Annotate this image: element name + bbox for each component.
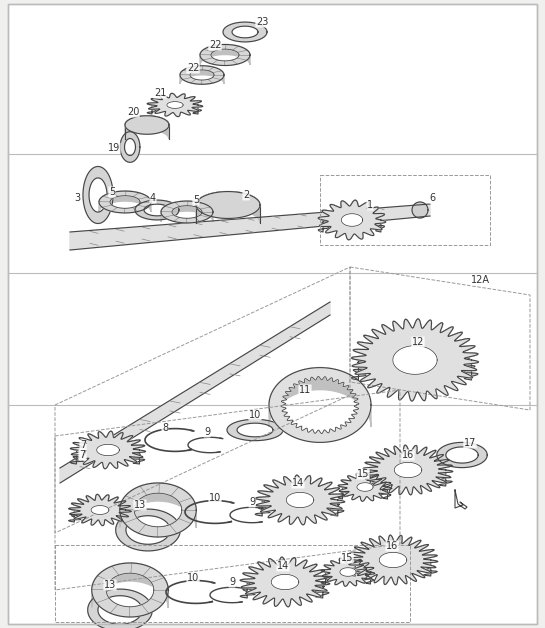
Polygon shape <box>161 201 213 223</box>
Polygon shape <box>196 192 260 219</box>
Polygon shape <box>363 445 452 486</box>
Polygon shape <box>240 557 330 607</box>
Polygon shape <box>125 116 169 139</box>
Text: 5: 5 <box>193 195 199 205</box>
Polygon shape <box>338 473 391 499</box>
Text: 16: 16 <box>386 541 398 551</box>
Polygon shape <box>318 200 385 232</box>
Polygon shape <box>240 557 329 598</box>
Polygon shape <box>352 319 479 401</box>
Polygon shape <box>269 367 371 427</box>
Polygon shape <box>379 553 407 568</box>
Text: 11: 11 <box>299 385 311 395</box>
Text: 7: 7 <box>80 450 86 460</box>
Text: 10: 10 <box>209 493 221 503</box>
Polygon shape <box>147 94 203 117</box>
Polygon shape <box>69 494 130 522</box>
Polygon shape <box>83 166 113 224</box>
Polygon shape <box>96 445 119 456</box>
Polygon shape <box>412 202 428 218</box>
Polygon shape <box>321 558 375 587</box>
Polygon shape <box>120 483 196 537</box>
Polygon shape <box>88 589 152 628</box>
Polygon shape <box>69 494 131 526</box>
Polygon shape <box>120 483 196 528</box>
Text: 17: 17 <box>464 438 476 448</box>
Polygon shape <box>255 475 344 516</box>
Polygon shape <box>92 563 168 617</box>
Polygon shape <box>286 492 314 507</box>
Text: 12A: 12A <box>470 275 489 285</box>
Text: 15: 15 <box>341 553 353 563</box>
Text: 13: 13 <box>104 580 116 590</box>
Polygon shape <box>393 345 437 374</box>
Polygon shape <box>91 506 109 514</box>
Text: 9: 9 <box>204 427 210 437</box>
Polygon shape <box>161 201 213 222</box>
Polygon shape <box>394 462 422 478</box>
Polygon shape <box>125 116 169 134</box>
Polygon shape <box>116 509 180 551</box>
Text: 12: 12 <box>412 337 424 347</box>
Polygon shape <box>200 45 250 65</box>
Text: 10: 10 <box>249 410 261 420</box>
Polygon shape <box>223 22 267 42</box>
Text: 5: 5 <box>109 187 115 197</box>
Polygon shape <box>455 490 467 509</box>
Polygon shape <box>357 483 373 491</box>
Text: 2: 2 <box>243 190 249 200</box>
Text: 23: 23 <box>256 17 268 27</box>
Text: 3: 3 <box>74 193 80 203</box>
Text: 15: 15 <box>357 469 369 479</box>
Text: 6: 6 <box>429 193 435 203</box>
Polygon shape <box>147 94 202 114</box>
Polygon shape <box>200 45 250 65</box>
Text: 20: 20 <box>127 107 139 117</box>
Text: 21: 21 <box>154 88 166 98</box>
Polygon shape <box>70 204 430 250</box>
Polygon shape <box>196 192 260 223</box>
Text: 22: 22 <box>209 40 221 50</box>
Polygon shape <box>318 200 386 240</box>
Polygon shape <box>338 473 392 501</box>
Polygon shape <box>180 66 224 84</box>
Text: 14: 14 <box>277 561 289 571</box>
Polygon shape <box>99 191 151 213</box>
Text: 7: 7 <box>79 450 85 460</box>
Polygon shape <box>92 563 168 608</box>
Polygon shape <box>227 420 283 441</box>
Text: 19: 19 <box>108 143 120 153</box>
Text: 14: 14 <box>292 478 304 488</box>
Polygon shape <box>348 535 438 585</box>
Text: 9: 9 <box>229 577 235 587</box>
Polygon shape <box>180 66 224 84</box>
Polygon shape <box>99 191 151 212</box>
Polygon shape <box>135 200 179 220</box>
Text: 16: 16 <box>402 450 414 460</box>
Text: 8: 8 <box>162 423 168 433</box>
Text: 22: 22 <box>187 63 199 73</box>
Polygon shape <box>352 319 478 380</box>
Polygon shape <box>255 475 345 525</box>
Text: 10: 10 <box>187 573 199 583</box>
Polygon shape <box>437 442 487 468</box>
Text: 9: 9 <box>249 497 255 507</box>
Polygon shape <box>321 558 374 584</box>
Polygon shape <box>363 445 453 495</box>
Polygon shape <box>70 431 146 469</box>
Text: 7: 7 <box>80 440 86 450</box>
Text: 4: 4 <box>150 193 156 203</box>
Polygon shape <box>60 302 330 483</box>
Polygon shape <box>348 535 437 576</box>
Polygon shape <box>340 568 356 577</box>
Text: 1: 1 <box>367 200 373 210</box>
Polygon shape <box>271 575 299 590</box>
Text: 13: 13 <box>134 500 146 510</box>
Polygon shape <box>269 367 371 442</box>
Polygon shape <box>341 214 363 226</box>
Polygon shape <box>70 431 145 464</box>
Polygon shape <box>167 102 183 109</box>
Polygon shape <box>120 132 140 162</box>
